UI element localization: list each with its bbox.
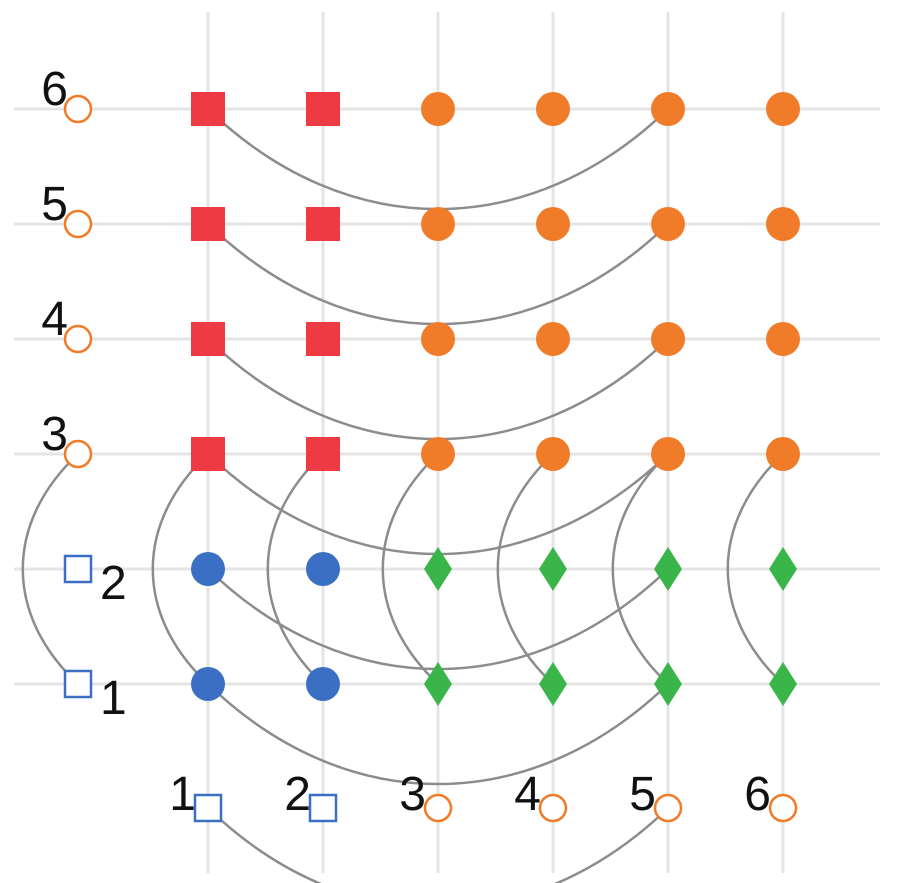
- cell-marker-circle: [536, 92, 570, 126]
- column-axis-label: 1: [169, 768, 196, 821]
- cell-marker-diamond: [539, 547, 567, 591]
- column-axis-circle-marker: [653, 793, 683, 823]
- cell-marker-square: [191, 437, 225, 471]
- cell-marker-diamond: [424, 547, 452, 591]
- row-axis-square-marker: [63, 669, 93, 699]
- link-curve: [151, 453, 209, 685]
- row-axis-label: 4: [41, 293, 68, 346]
- row-axis-circle-marker: [63, 94, 93, 124]
- cell-marker-circle: [651, 207, 685, 241]
- row-axis-circle-marker: [63, 209, 93, 239]
- column-axis-label: 6: [744, 768, 771, 821]
- cell-marker-square: [306, 207, 340, 241]
- column-axis-circle-marker: [768, 793, 798, 823]
- cell-marker-circle: [766, 437, 800, 471]
- cell-marker-square: [191, 207, 225, 241]
- column-axis-circle-marker: [423, 793, 453, 823]
- link-curve: [207, 807, 669, 883]
- column-axis-square-marker: [193, 793, 223, 823]
- cell-marker-circle: [421, 92, 455, 126]
- row-axis-label: 2: [100, 557, 127, 610]
- cell-marker-diamond: [769, 547, 797, 591]
- column-axis-label: 3: [399, 768, 426, 821]
- cell-marker-circle: [766, 92, 800, 126]
- cell-marker-diamond: [769, 662, 797, 706]
- link-curve: [207, 683, 669, 786]
- cell-marker-circle: [191, 667, 225, 701]
- row-axis-square-marker: [63, 554, 93, 584]
- column-axis-square-marker: [308, 793, 338, 823]
- cell-marker-circle: [536, 437, 570, 471]
- cell-marker-circle: [651, 437, 685, 471]
- cell-marker-circle: [766, 207, 800, 241]
- cell-marker-square: [306, 322, 340, 356]
- column-axis-label: 5: [629, 768, 656, 821]
- link-curve: [381, 453, 439, 685]
- row-axis-label: 1: [100, 672, 127, 725]
- link-curve: [266, 453, 324, 685]
- link-curve: [496, 453, 554, 685]
- cell-marker-circle: [651, 92, 685, 126]
- cell-marker-square: [306, 437, 340, 471]
- cell-markers: [191, 92, 800, 706]
- cell-marker-circle: [651, 322, 685, 356]
- row-axis-circle-marker: [63, 439, 93, 469]
- column-axis-label: 2: [284, 768, 311, 821]
- column-axis-circle-marker: [538, 793, 568, 823]
- cell-marker-diamond: [424, 662, 452, 706]
- cell-marker-circle: [421, 207, 455, 241]
- cell-marker-circle: [191, 552, 225, 586]
- cell-marker-diamond: [654, 547, 682, 591]
- cell-marker-square: [306, 92, 340, 126]
- link-curve: [611, 453, 669, 685]
- row-axis-label: 6: [41, 63, 68, 116]
- row-axis-label: 5: [41, 178, 68, 231]
- column-axis-label: 4: [514, 768, 541, 821]
- cell-marker-diamond: [654, 662, 682, 706]
- axis-labels: 1 2 3 4 5 6 1 2 3 4 5 6: [41, 63, 798, 823]
- cell-marker-square: [191, 322, 225, 356]
- row-axis-label: 3: [41, 408, 68, 461]
- cell-marker-circle: [306, 552, 340, 586]
- cell-marker-circle: [766, 322, 800, 356]
- link-curve: [21, 453, 79, 685]
- cell-marker-circle: [421, 437, 455, 471]
- cell-marker-diamond: [539, 662, 567, 706]
- row-axis-circle-marker: [63, 324, 93, 354]
- link-curve: [726, 453, 784, 685]
- cell-marker-circle: [306, 667, 340, 701]
- cell-marker-square: [191, 92, 225, 126]
- cell-marker-circle: [421, 322, 455, 356]
- cell-marker-circle: [536, 207, 570, 241]
- cell-marker-circle: [536, 322, 570, 356]
